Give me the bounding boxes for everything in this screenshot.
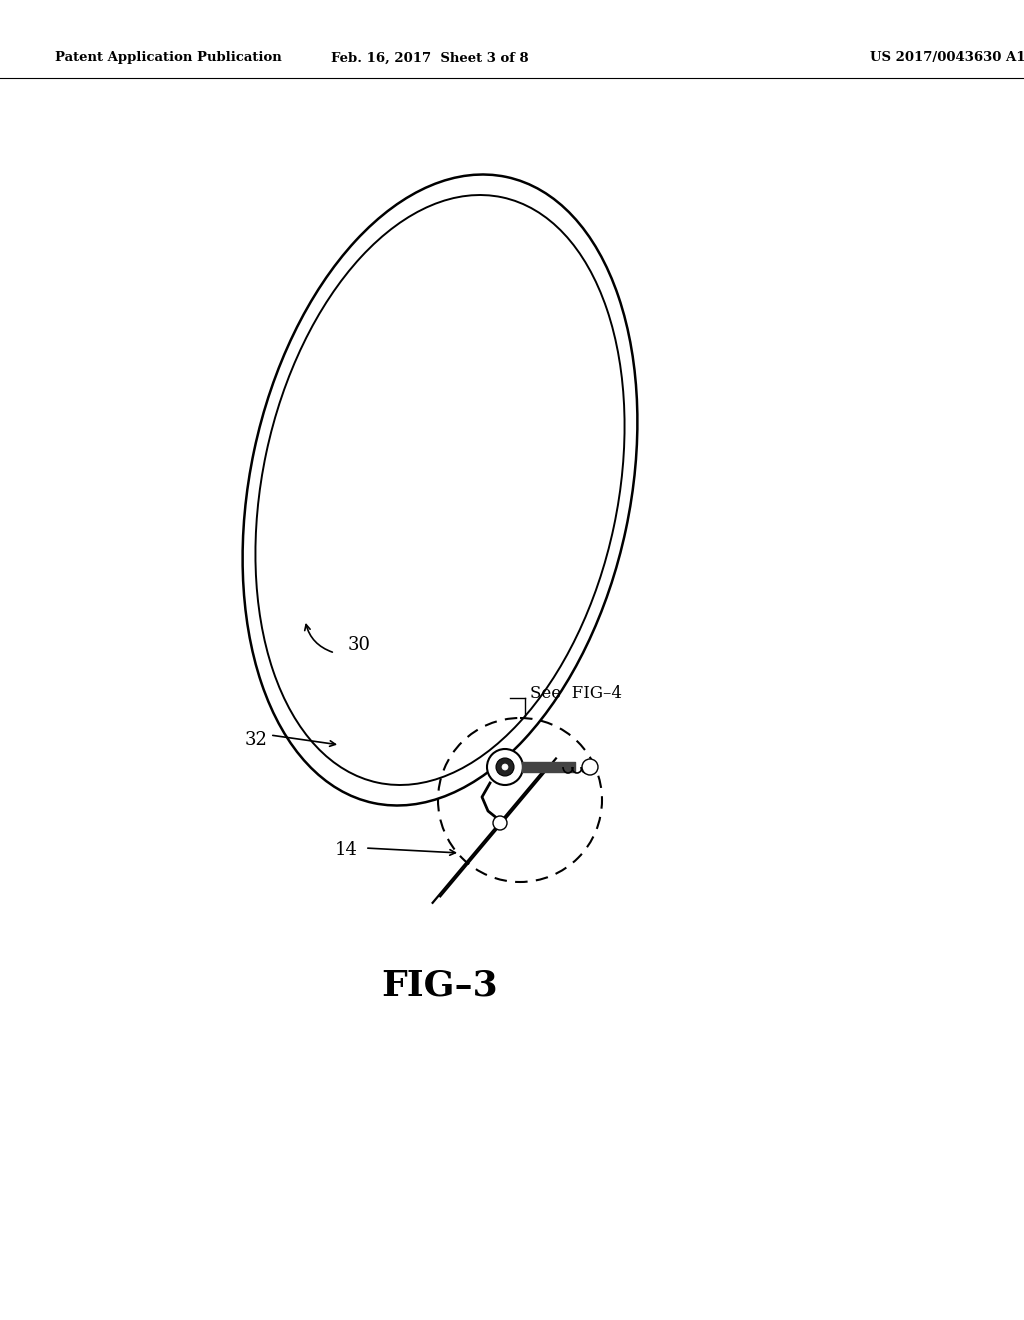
Circle shape [496, 758, 514, 776]
Text: US 2017/0043630 A1: US 2017/0043630 A1 [870, 51, 1024, 65]
Text: Feb. 16, 2017  Sheet 3 of 8: Feb. 16, 2017 Sheet 3 of 8 [331, 51, 528, 65]
Text: 30: 30 [348, 636, 371, 653]
Circle shape [493, 816, 507, 830]
Circle shape [582, 759, 598, 775]
Text: FIG–3: FIG–3 [382, 968, 499, 1002]
Circle shape [487, 748, 523, 785]
Circle shape [502, 764, 508, 770]
Text: 14: 14 [335, 841, 357, 859]
Text: 32: 32 [245, 731, 268, 748]
Text: Patent Application Publication: Patent Application Publication [55, 51, 282, 65]
Text: See  FIG–4: See FIG–4 [530, 685, 622, 701]
